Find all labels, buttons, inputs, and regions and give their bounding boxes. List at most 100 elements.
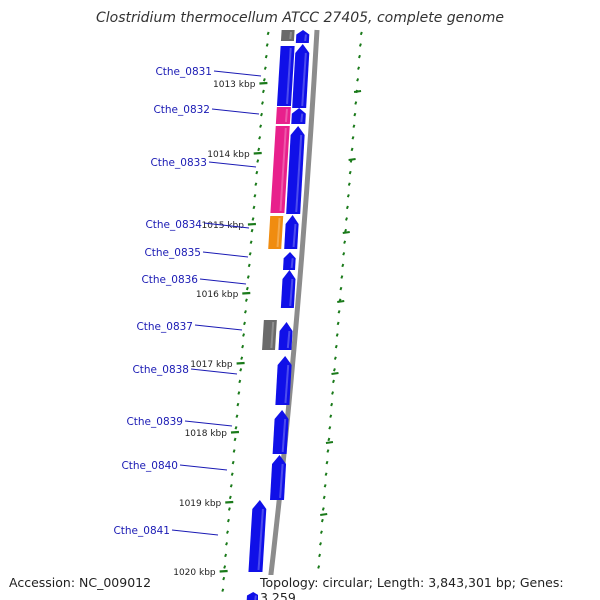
inner-tick-dot: [243, 321, 246, 326]
outer-major-tick: [342, 231, 350, 234]
kbp-tick-label: 1016 kbp: [196, 290, 239, 300]
gene-arrow-shine: [279, 463, 284, 499]
inner-tick-dot: [262, 78, 266, 82]
gene-arrow-orange: [268, 216, 284, 249]
outer-major-tick: [348, 158, 356, 161]
inner-tick-dot: [256, 159, 260, 163]
gene-arrow-shine: [281, 418, 287, 453]
kbp-major-tick: [253, 151, 262, 155]
outer-tick-dot: [344, 228, 348, 233]
gene-arrow-shine: [276, 217, 281, 248]
gene-label-leader: [179, 464, 228, 471]
gene-arrow-shine: [290, 258, 294, 269]
outer-tick-dot: [359, 31, 363, 36]
outer-tick-dot: [332, 379, 335, 384]
outer-tick-dot: [317, 565, 321, 569]
gene-label-leader: [190, 368, 238, 375]
gene-label-leader: [184, 420, 233, 427]
outer-tick-dot: [345, 217, 348, 221]
inner-tick-dot: [239, 368, 243, 372]
gene-label-leader: [203, 222, 250, 229]
gene-arrow-shine: [289, 31, 292, 40]
inner-tick-dot: [259, 124, 263, 128]
inner-tick-dot: [223, 565, 227, 569]
outer-tick-dot: [318, 553, 322, 558]
gene-label: Cthe_0833: [150, 157, 207, 169]
accession-text: Accession: NC_009012: [9, 575, 152, 590]
gene-arrow: [291, 108, 306, 124]
inner-tick-dot: [228, 495, 232, 500]
inner-tick-dot: [249, 240, 253, 244]
gene-label-leader: [194, 324, 243, 331]
outer-tick-dot: [350, 147, 354, 152]
outer-tick-dot: [325, 460, 329, 465]
kbp-tick-label: 1014 kbp: [207, 150, 250, 160]
outer-major-tick: [320, 513, 328, 516]
inner-tick-dot: [265, 43, 269, 47]
outer-major-tick: [353, 90, 362, 93]
gene-arrow-shine: [300, 113, 304, 123]
inner-tick-dot: [257, 147, 261, 152]
inner-tick-dot: [232, 449, 236, 453]
gene-label: Cthe_0836: [141, 274, 198, 286]
gene-label: Cthe_0837: [136, 321, 193, 333]
gene-arrow-shine: [301, 52, 307, 107]
gene-arrow-pink: [275, 107, 291, 124]
inner-tick-dot: [264, 54, 268, 59]
outer-major-tick: [331, 372, 339, 375]
gene-arrow: [292, 44, 310, 108]
inner-tick-dot: [252, 205, 256, 210]
outer-tick-dot: [358, 54, 361, 59]
kbp-major-tick: [259, 81, 268, 85]
inner-tick-dot: [236, 402, 240, 407]
inner-tick-dot: [237, 391, 241, 395]
inner-tick-dot: [244, 298, 248, 302]
inner-tick-dot: [244, 310, 247, 314]
outer-tick-dot: [337, 310, 341, 314]
inner-tick-dot: [231, 460, 235, 465]
outer-tick-dot: [345, 205, 349, 210]
gene-label: Cthe_0841: [113, 525, 170, 537]
outer-tick-dot: [333, 356, 337, 360]
inner-tick-dot: [245, 286, 249, 291]
outer-tick-dot: [329, 414, 333, 418]
inner-tick-dot: [258, 136, 262, 140]
outer-tick-dot: [342, 252, 346, 256]
outer-tick-dot: [326, 449, 330, 453]
inner-tick-dot: [225, 542, 228, 546]
inner-tick-dot: [230, 472, 234, 476]
gene-arrow: [280, 270, 296, 308]
gene-arrow: [278, 322, 293, 350]
inner-tick-dot: [247, 263, 251, 268]
gene-arrow: [283, 252, 296, 270]
outer-major-tick: [325, 441, 334, 444]
outer-tick-dot: [321, 507, 325, 511]
gene-label-leader: [171, 529, 219, 536]
gene-label-leader: [211, 108, 260, 115]
outer-major-tick: [337, 300, 345, 303]
outer-tick-dot: [346, 194, 350, 198]
gene-arrow: [270, 455, 287, 500]
outer-tick-dot: [347, 182, 351, 186]
outer-tick-dot: [354, 101, 358, 105]
outer-tick-dot: [335, 333, 339, 337]
gene-arrow: [276, 46, 295, 106]
kbp-major-tick: [219, 569, 228, 573]
inner-tick-dot: [254, 182, 258, 186]
outer-tick-dot: [351, 136, 355, 140]
gene-arrow-shine: [254, 595, 257, 600]
gene-arrow-shine: [295, 134, 303, 213]
inner-tick-dot: [253, 194, 257, 198]
inner-tick-dot: [250, 228, 254, 233]
gene-arrow: [248, 500, 267, 572]
outer-tick-dot: [324, 472, 328, 476]
outer-tick-dot: [331, 391, 335, 395]
genome-backbone-arc: [265, 29, 320, 600]
gene-label-leader: [213, 70, 262, 77]
kbp-tick-label: 1013 kbp: [213, 80, 256, 90]
kbp-tick-label: 1015 kbp: [202, 221, 245, 231]
gene-arrow-shine: [286, 47, 292, 105]
inner-tick-dot: [246, 275, 250, 279]
